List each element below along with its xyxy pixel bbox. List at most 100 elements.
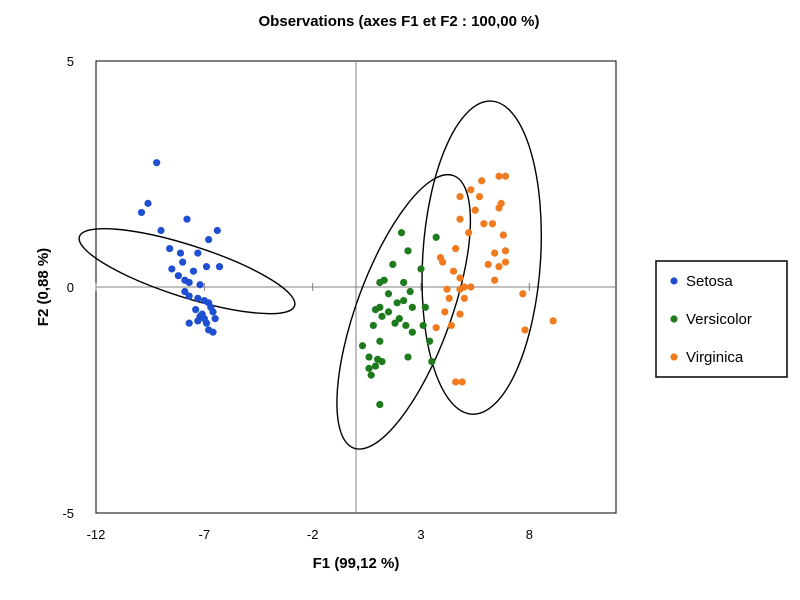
versicolor-point — [384, 290, 393, 298]
x-tick-labels: -12 -7 -2 3 8 — [87, 527, 533, 542]
virginica-point — [452, 378, 460, 386]
setosa-ellipse — [78, 227, 296, 315]
setosa-point — [213, 226, 221, 235]
legend-label-versicolor: Versicolor — [686, 311, 752, 328]
versicolor-point — [365, 364, 373, 372]
setosa-point — [192, 306, 200, 314]
virginica-point — [441, 308, 449, 316]
virginica-point — [495, 263, 503, 271]
setosa-point — [211, 315, 219, 323]
versicolor-point — [404, 353, 412, 361]
setosa-point — [202, 263, 211, 271]
versicolor-point — [369, 321, 377, 330]
virginica-point — [521, 326, 529, 334]
setosa-point — [194, 249, 202, 257]
virginica-point — [449, 267, 458, 275]
setosa-point — [194, 294, 202, 302]
virginica-point — [475, 193, 484, 201]
setosa-point — [189, 267, 198, 275]
virginica-point — [456, 215, 464, 223]
x-tick-label: 8 — [526, 527, 533, 542]
virginica-point — [491, 249, 499, 257]
y-tick-label: 5 — [67, 54, 74, 69]
setosa-point — [196, 312, 204, 320]
virginica-point — [432, 324, 440, 332]
versicolor-point — [404, 247, 412, 255]
virginica-point — [456, 310, 464, 318]
versicolor-point — [358, 342, 367, 350]
virginica-point — [501, 172, 510, 180]
virginica-point — [478, 177, 486, 185]
versicolor-point — [397, 229, 406, 237]
x-tick-label: -2 — [307, 527, 319, 542]
legend-marker-virginica — [670, 353, 678, 361]
setosa-point — [144, 199, 152, 207]
setosa-point — [209, 308, 217, 316]
versicolor-ellipse — [336, 173, 472, 450]
setosa-point — [157, 226, 165, 235]
setosa-point — [202, 319, 211, 327]
virginica-point — [439, 258, 447, 266]
virginica-point — [549, 317, 557, 325]
virginica-point — [443, 285, 451, 293]
y-tick-label: -5 — [62, 506, 74, 521]
virginica-point — [447, 321, 455, 330]
x-tick-label: 3 — [417, 527, 424, 542]
versicolor-point — [426, 337, 434, 345]
versicolor-point — [371, 362, 380, 370]
virginica-point — [460, 283, 468, 291]
versicolor-point — [417, 265, 425, 273]
setosa-point — [179, 258, 187, 266]
setosa-point — [185, 292, 193, 300]
versicolor-point — [419, 321, 427, 330]
virginica-point — [501, 258, 510, 266]
versicolor-point — [371, 306, 380, 314]
versicolor-point — [432, 233, 440, 241]
x-tick-label: -7 — [199, 527, 211, 542]
virginica-ellipse — [421, 100, 543, 415]
axis-lines — [95, 61, 616, 513]
virginica-point — [458, 378, 466, 386]
confidence-ellipses — [78, 100, 543, 450]
versicolor-point — [402, 321, 410, 330]
virginica-point — [501, 247, 510, 255]
versicolor-point — [378, 312, 386, 320]
setosa-point — [174, 272, 182, 280]
versicolor-point — [384, 308, 393, 316]
versicolor-point — [400, 278, 408, 287]
versicolor-point — [393, 299, 401, 307]
versicolor-point — [408, 328, 416, 336]
setosa-point — [215, 263, 224, 271]
y-tick-labels: -5 0 5 — [62, 54, 74, 521]
setosa-point — [176, 249, 185, 257]
versicolor-point — [367, 371, 375, 379]
virginica-point — [460, 294, 468, 302]
virginica-point — [471, 206, 479, 214]
setosa-point — [185, 319, 193, 327]
setosa-point — [205, 235, 213, 244]
legend-marker-versicolor — [670, 315, 678, 323]
setosa-point — [196, 281, 204, 289]
versicolor-point — [376, 337, 384, 345]
setosa-point — [183, 215, 191, 223]
virginica-point — [465, 229, 473, 237]
setosa-point — [153, 159, 161, 167]
x-tick-label: -12 — [87, 527, 106, 542]
virginica-point — [467, 283, 475, 291]
setosa-point — [166, 244, 174, 253]
versicolor-point — [391, 319, 399, 327]
virginica-point — [495, 204, 503, 212]
chart-title: Observations (axes F1 et F2 : 100,00 %) — [259, 13, 540, 30]
versicolor-point — [376, 278, 384, 287]
virginica-point — [491, 276, 499, 284]
legend-marker-setosa — [670, 277, 678, 285]
virginica-point — [484, 260, 492, 268]
legend-label-setosa: Setosa — [686, 273, 733, 290]
setosa-point — [181, 287, 189, 296]
virginica-point — [445, 294, 453, 302]
virginica-point — [495, 172, 503, 180]
versicolor-point — [376, 400, 384, 409]
virginica-point — [452, 244, 460, 253]
x-axis-title: F1 (99,12 %) — [313, 555, 400, 572]
